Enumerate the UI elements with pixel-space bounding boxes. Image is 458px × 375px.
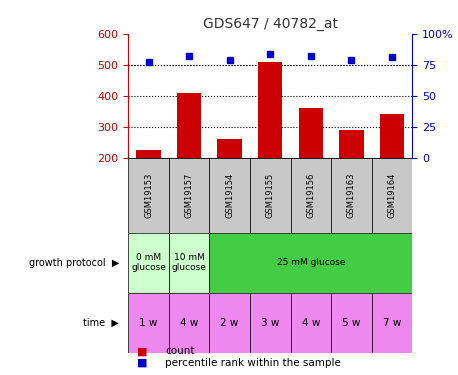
Bar [169,158,209,232]
Bar [209,232,412,292]
Text: 7 w: 7 w [383,318,401,327]
Text: 10 mM
glucose: 10 mM glucose [172,253,207,272]
Text: ■: ■ [137,346,152,356]
Bar [218,139,242,219]
Bar [371,292,412,352]
Bar [290,158,331,232]
Text: 0 mM
glucose: 0 mM glucose [131,253,166,272]
Bar [380,114,404,219]
Title: GDS647 / 40782_at: GDS647 / 40782_at [203,17,338,32]
Text: ■: ■ [137,358,152,368]
Text: GSM19157: GSM19157 [185,172,194,217]
Text: GSM19153: GSM19153 [144,172,153,217]
Bar [371,158,412,232]
Text: time  ▶: time ▶ [83,318,119,327]
Bar [169,232,209,292]
Bar [128,232,169,292]
Bar [339,130,364,219]
Text: GSM19156: GSM19156 [306,172,315,217]
Bar [169,292,209,352]
Text: 3 w: 3 w [261,318,279,327]
Text: count: count [165,346,194,356]
Text: percentile rank within the sample: percentile rank within the sample [165,358,341,368]
Bar [128,292,169,352]
Text: GSM19164: GSM19164 [387,172,397,217]
Bar [250,158,290,232]
Text: 4 w: 4 w [302,318,320,327]
Bar [136,150,161,219]
Text: GSM19163: GSM19163 [347,172,356,218]
Bar [331,158,371,232]
Text: 5 w: 5 w [342,318,360,327]
Text: GSM19154: GSM19154 [225,172,234,217]
Bar [128,158,169,232]
Bar [177,93,201,219]
Bar [290,292,331,352]
Bar [258,62,283,219]
Text: growth protocol  ▶: growth protocol ▶ [29,258,119,267]
Text: GSM19155: GSM19155 [266,172,275,217]
Bar [331,292,371,352]
Bar [209,158,250,232]
Text: 2 w: 2 w [220,318,239,327]
Text: 1 w: 1 w [139,318,158,327]
Bar [209,292,250,352]
Text: 4 w: 4 w [180,318,198,327]
Bar [250,292,290,352]
Bar [299,108,323,219]
Text: 25 mM glucose: 25 mM glucose [277,258,345,267]
